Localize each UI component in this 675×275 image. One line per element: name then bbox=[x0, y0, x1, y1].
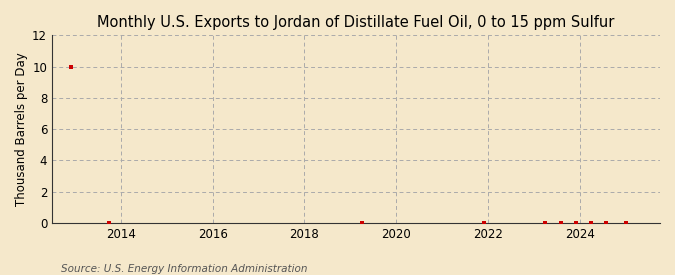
Title: Monthly U.S. Exports to Jordan of Distillate Fuel Oil, 0 to 15 ppm Sulfur: Monthly U.S. Exports to Jordan of Distil… bbox=[97, 15, 615, 30]
Y-axis label: Thousand Barrels per Day: Thousand Barrels per Day bbox=[15, 52, 28, 206]
Text: Source: U.S. Energy Information Administration: Source: U.S. Energy Information Administ… bbox=[61, 264, 307, 274]
